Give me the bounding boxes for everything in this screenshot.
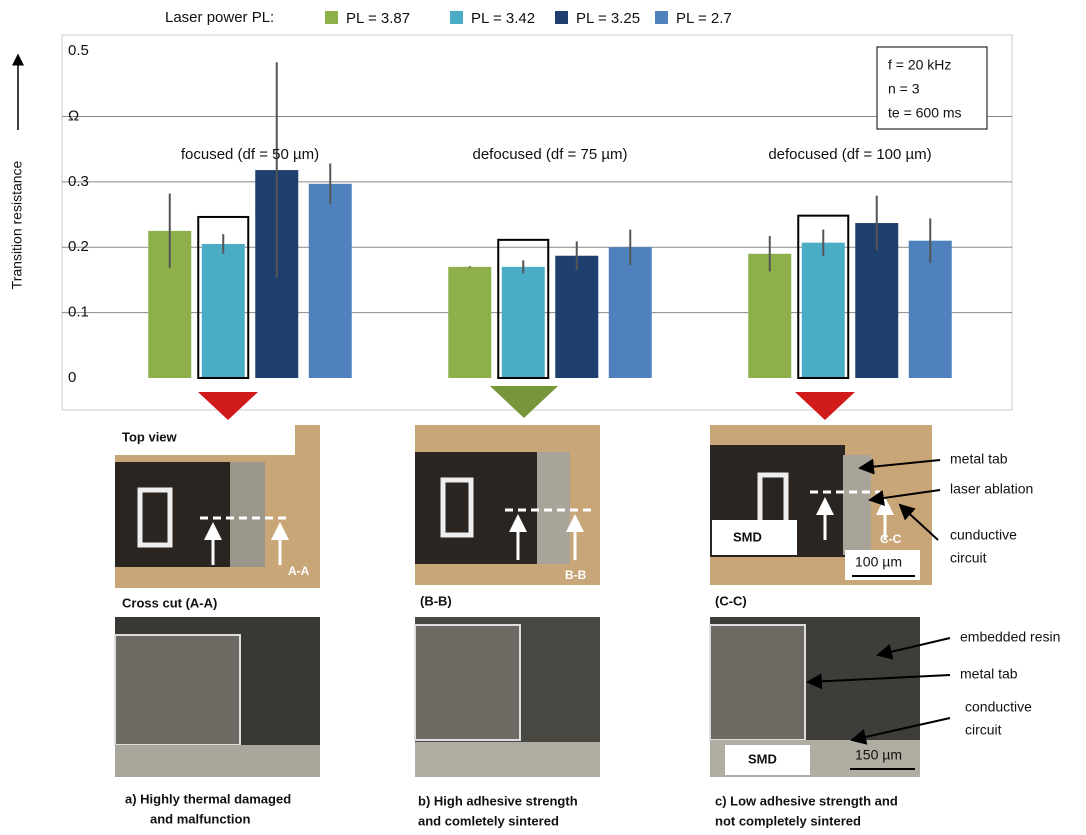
figure: Laser power PL: Transition resistance f …: [0, 0, 1086, 835]
bar: [609, 247, 652, 378]
cut-label: SMD: [748, 751, 777, 766]
caption: and malfunction: [150, 811, 250, 826]
category-label: focused (df = 50 µm): [181, 146, 319, 163]
callout: embedded resin: [960, 629, 1060, 645]
annotation: te = 600 ms: [888, 105, 962, 121]
cut-title: Cross cut (A-A): [122, 595, 217, 610]
cross-section: [415, 625, 520, 740]
category-label: defocused (df = 100 µm): [768, 146, 931, 163]
legend-swatch: [555, 11, 568, 24]
circuit: [415, 742, 600, 777]
view-title: Top view: [122, 429, 178, 444]
legend-swatch: [655, 11, 668, 24]
top-label: SMD: [733, 529, 762, 544]
y-tick-label: Ω: [68, 107, 79, 124]
tab: [843, 455, 871, 555]
bar: [448, 267, 491, 378]
caption: not completely sintered: [715, 813, 861, 828]
legend-label: PL = 3.42: [471, 10, 535, 27]
legend-label: PL = 3.87: [346, 10, 410, 27]
y-tick-label: 0.2: [68, 238, 89, 255]
bar: [802, 243, 845, 378]
annotation: n = 3: [888, 81, 920, 97]
legend-label: PL = 2.7: [676, 10, 732, 27]
y-tick-label: 0.1: [68, 304, 89, 321]
callout: cunductive: [950, 527, 1017, 543]
section-label: B-B: [565, 568, 587, 582]
bar: [748, 254, 791, 378]
bar: [309, 184, 352, 378]
legend-swatch: [325, 11, 338, 24]
callout: metal tab: [960, 666, 1018, 682]
chip: [415, 452, 540, 564]
bar: [502, 267, 545, 378]
legend-title: Laser power PL:: [165, 9, 274, 26]
callout: laser ablation: [950, 481, 1033, 497]
y-axis-label: Transition resistance: [9, 160, 25, 289]
bar: [555, 256, 598, 378]
section-label: C-C: [880, 532, 902, 546]
y-tick-label: 0: [68, 369, 76, 386]
callout: conductive: [965, 699, 1032, 715]
section-label: A-A: [288, 564, 310, 578]
y-tick-label: 0.5: [68, 42, 89, 59]
tab: [537, 452, 570, 564]
cross-section: [710, 625, 805, 740]
annotation: f = 20 kHz: [888, 57, 951, 73]
caption: a) Highly thermal damaged: [125, 791, 291, 806]
scale-label: 100 µm: [855, 554, 902, 570]
legend-label: PL = 3.25: [576, 10, 640, 27]
legend-swatch: [450, 11, 463, 24]
page: {"chart_data": {"type": "bar", "legend_t…: [0, 0, 1086, 835]
category-label: defocused (df = 75 µm): [473, 146, 628, 163]
cross-section: [115, 635, 240, 745]
callout: metal tab: [950, 451, 1008, 467]
caption: b) High adhesive strength: [418, 793, 578, 808]
cut-title: (B-B): [420, 593, 452, 608]
bar: [202, 244, 245, 378]
tab: [230, 462, 265, 567]
scale-label: 150 µm: [855, 747, 902, 763]
callout: circuit: [950, 550, 987, 566]
callout: circuit: [965, 722, 1002, 738]
chip: [115, 462, 235, 567]
caption: and comletely sintered: [418, 813, 559, 828]
caption: c) Low adhesive strength and: [715, 793, 898, 808]
y-tick-label: 0.3: [68, 173, 89, 190]
cut-title: (C-C): [715, 593, 747, 608]
circuit: [115, 745, 320, 777]
